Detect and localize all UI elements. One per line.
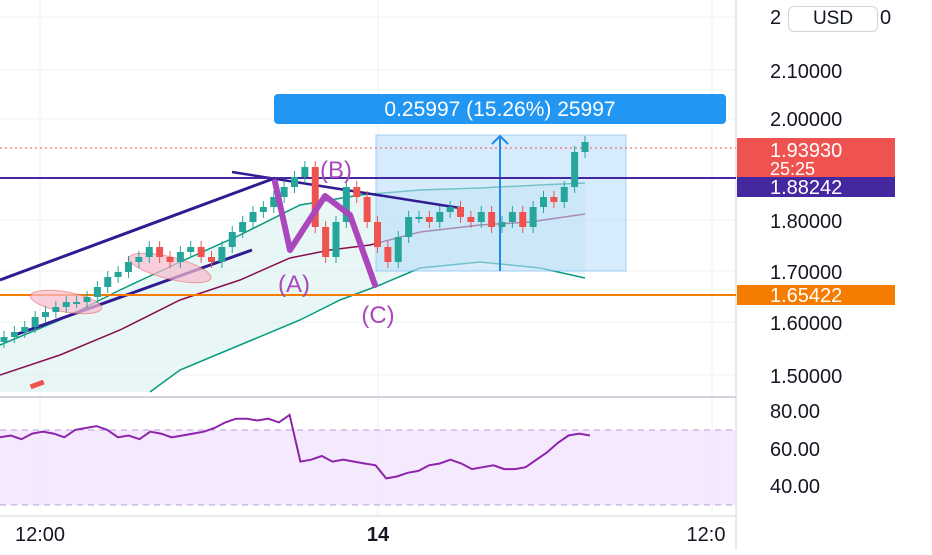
price-label: 2.00000 (770, 109, 842, 131)
candle (436, 212, 444, 222)
rsi-band (0, 430, 736, 505)
rsi-line (0, 413, 591, 480)
candle (249, 212, 257, 222)
wave-abc[interactable] (272, 179, 378, 288)
time-label: 12:0 (687, 524, 726, 546)
candle (52, 307, 60, 312)
candle (62, 302, 70, 307)
candle (21, 327, 29, 332)
candle (228, 232, 236, 247)
candles (0, 136, 589, 348)
channel-upper[interactable] (0, 176, 276, 282)
candle (301, 167, 309, 177)
candle (457, 207, 464, 217)
candle (218, 247, 226, 262)
price-label: 1.50000 (770, 366, 842, 388)
candle (342, 187, 350, 222)
candle (446, 207, 454, 212)
candle (322, 227, 330, 257)
candle (550, 197, 558, 202)
last-price-tag-bg (737, 138, 895, 178)
candle (114, 272, 122, 277)
orange-price-tag: 1.65422 (770, 285, 842, 307)
candle (384, 247, 392, 262)
rsi-label: 60.00 (770, 439, 820, 461)
measure-label: 0.25997 (15.26%) 25997 (384, 98, 615, 121)
orange-price-tag-bg (737, 285, 895, 305)
candle (73, 302, 81, 304)
candle (353, 187, 361, 197)
candle (208, 257, 215, 262)
price-label: 2.10000 (770, 61, 842, 83)
candle (270, 197, 278, 207)
price-label: 1.80000 (770, 211, 842, 233)
purple-price-tag: 1.88242 (770, 177, 842, 199)
candle (10, 332, 18, 337)
candle (467, 217, 475, 222)
time-label: 14 (367, 524, 390, 546)
candle (425, 217, 433, 222)
candle (405, 217, 413, 237)
red-marker (29, 379, 45, 390)
candle (104, 277, 112, 287)
candle (488, 212, 496, 227)
rsi-label: 80.00 (770, 401, 820, 423)
price-axis[interactable]: 2 0 2.10000 2.00000 1.80000 1.70000 1.60… (770, 7, 891, 388)
currency-button[interactable]: USD (788, 6, 878, 32)
candle (83, 297, 91, 302)
candle (529, 207, 537, 227)
candle (571, 152, 579, 187)
price-label: 1.70000 (770, 262, 842, 284)
rsi-axis[interactable]: 80.00 60.00 40.00 (770, 401, 820, 498)
price-label-top: 2 (770, 7, 781, 29)
candle (508, 212, 516, 222)
candle (156, 247, 164, 257)
candle (176, 252, 184, 262)
candle (519, 212, 527, 227)
candle (477, 212, 485, 222)
candle (280, 187, 288, 197)
time-axis[interactable]: 12:00 14 12:0 (15, 524, 726, 546)
candle (166, 257, 174, 262)
wave-label-b: (B) (320, 157, 352, 184)
candle (415, 217, 423, 219)
last-price-tag: 1.93930 (770, 140, 842, 162)
price-label: 1.60000 (770, 313, 842, 335)
candle (291, 177, 298, 187)
countdown-tag: 25:25 (770, 159, 815, 179)
channel-lower[interactable] (14, 248, 253, 337)
wave-label-a: (A) (278, 271, 310, 298)
candle (560, 187, 568, 202)
candle (394, 237, 402, 262)
candle (187, 247, 195, 252)
candle (311, 167, 319, 227)
candle (93, 287, 101, 297)
candle (259, 207, 267, 212)
candle (332, 222, 340, 257)
candle (540, 197, 547, 207)
measure-arrowhead (491, 134, 509, 145)
candle (42, 312, 49, 317)
candle (374, 222, 381, 247)
candle (197, 247, 205, 257)
measure-label-bg (274, 94, 726, 124)
candle (581, 142, 589, 152)
rsi-label: 40.00 (770, 476, 820, 498)
candle (0, 337, 8, 342)
candle (125, 262, 132, 272)
candle (498, 222, 506, 227)
time-label: 12:00 (15, 524, 65, 546)
candle (145, 247, 153, 257)
price-label-top-right: 0 (880, 7, 891, 29)
purple-price-tag-bg (737, 177, 895, 197)
candle (239, 222, 247, 232)
candle (135, 257, 143, 262)
candle (363, 197, 371, 222)
candle (31, 317, 39, 327)
wave-label-c: (C) (361, 302, 394, 329)
